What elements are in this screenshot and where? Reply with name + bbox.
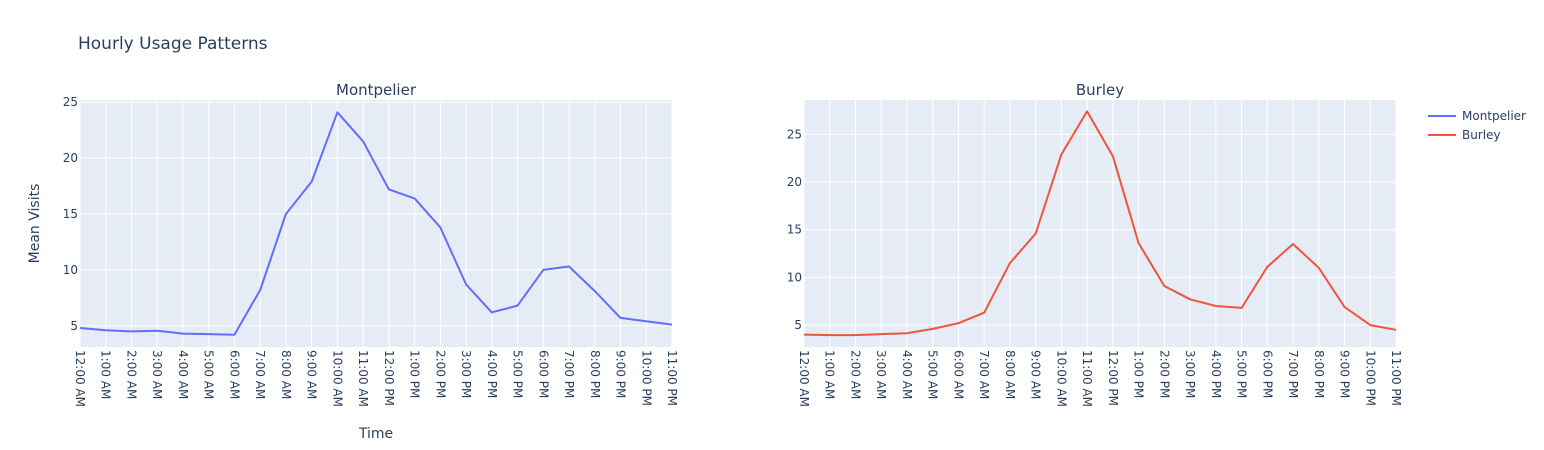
chart-burley-y-tick-10: 10 — [787, 270, 802, 284]
chart-burley-x-tick-2-00-am: 2:00 AM — [848, 350, 862, 399]
chart-montpelier-x-tick-11-00-pm: 11:00 PM — [665, 350, 679, 406]
chart-montpelier-x-tick-4-00-am: 4:00 AM — [176, 350, 190, 399]
legend-label-burley: Burley — [1462, 127, 1501, 142]
chart-burley-x-tick-10-00-am: 10:00 AM — [1054, 350, 1068, 407]
chart-montpelier-x-tick-5-00-pm: 5:00 PM — [511, 350, 525, 398]
chart-montpelier-x-tick-9-00-am: 9:00 AM — [305, 350, 319, 399]
chart-burley-x-tick-8-00-pm: 8:00 PM — [1312, 350, 1326, 398]
chart-montpelier-x-tick-6-00-am: 6:00 AM — [227, 350, 241, 399]
chart-montpelier-x-tick-2-00-pm: 2:00 PM — [433, 350, 447, 398]
legend: Montpelier Burley — [1428, 106, 1526, 144]
chart-burley-x-tick-9-00-pm: 9:00 PM — [1338, 350, 1352, 398]
chart-burley-x-tick-5-00-am: 5:00 AM — [926, 350, 940, 399]
chart-montpelier-y-tick-20: 20 — [63, 151, 78, 165]
chart-montpelier-x-tick-1-00-am: 1:00 AM — [99, 350, 113, 399]
chart-burley-y-tick-25: 25 — [787, 127, 802, 141]
chart-burley-x-tick-10-00-pm: 10:00 PM — [1363, 350, 1377, 406]
chart-burley-x-tick-1-00-pm: 1:00 PM — [1132, 350, 1146, 398]
chart-burley-x-tick-8-00-am: 8:00 AM — [1003, 350, 1017, 399]
chart-burley-x-tick-12-00-am: 12:00 AM — [797, 350, 811, 407]
chart-montpelier-x-tick-6-00-pm: 6:00 PM — [536, 350, 550, 398]
chart-burley-x-tick-7-00-am: 7:00 AM — [977, 350, 991, 399]
chart-burley-plot-area — [804, 100, 1396, 347]
chart-montpelier-x-tick-7-00-am: 7:00 AM — [253, 350, 267, 399]
page-title: Hourly Usage Patterns — [78, 34, 268, 54]
chart-montpelier-plot-area — [80, 100, 672, 347]
chart-montpelier-y-tick-10: 10 — [63, 263, 78, 277]
chart-montpelier-x-tick-7-00-pm: 7:00 PM — [562, 350, 576, 398]
chart-burley-series-line-burley — [803, 110, 1397, 337]
chart-burley-y-tick-20: 20 — [787, 175, 802, 189]
chart-montpelier-x-tick-1-00-pm: 1:00 PM — [408, 350, 422, 398]
chart-montpelier-x-tick-8-00-am: 8:00 AM — [279, 350, 293, 399]
chart-montpelier-x-tick-10-00-am: 10:00 AM — [330, 350, 344, 407]
chart-montpelier-x-tick-4-00-pm: 4:00 PM — [485, 350, 499, 398]
chart-burley-y-tick-15: 15 — [787, 223, 802, 237]
chart-burley-x-tick-7-00-pm: 7:00 PM — [1286, 350, 1300, 398]
chart-burley-x-tick-3-00-pm: 3:00 PM — [1183, 350, 1197, 398]
chart-montpelier-y-tick-15: 15 — [63, 207, 78, 221]
chart-montpelier-x-axis-title: Time — [358, 426, 393, 442]
chart-burley-x-tick-5-00-pm: 5:00 PM — [1235, 350, 1249, 398]
chart-burley-x-tick-11-00-am: 11:00 AM — [1080, 350, 1094, 407]
chart-burley-x-tick-12-00-pm: 12:00 PM — [1106, 350, 1120, 406]
chart-burley-x-tick-9-00-am: 9:00 AM — [1029, 350, 1043, 399]
chart-montpelier-y-tick-5: 5 — [70, 319, 78, 333]
chart-montpelier-x-tick-8-00-pm: 8:00 PM — [588, 350, 602, 398]
chart-montpelier-x-tick-3-00-pm: 3:00 PM — [459, 350, 473, 398]
legend-label-montpelier: Montpelier — [1462, 108, 1526, 123]
chart-burley-x-tick-3-00-am: 3:00 AM — [874, 350, 888, 399]
chart-burley-x-tick-1-00-am: 1:00 AM — [823, 350, 837, 399]
chart-montpelier-x-tick-12-00-pm: 12:00 PM — [382, 350, 396, 406]
chart-montpelier-y-tick-25: 25 — [63, 95, 78, 109]
chart-burley-x-tick-4-00-am: 4:00 AM — [900, 350, 914, 399]
chart-burley-x-tick-6-00-am: 6:00 AM — [951, 350, 965, 399]
chart-burley-x-tick-6-00-pm: 6:00 PM — [1260, 350, 1274, 398]
chart-montpelier-title: Montpelier — [336, 81, 417, 99]
chart-burley-x-tick-2-00-pm: 2:00 PM — [1157, 350, 1171, 398]
chart-montpelier-x-tick-12-00-am: 12:00 AM — [73, 350, 87, 407]
legend-swatch-montpelier — [1428, 114, 1456, 117]
chart-burley-x-tick-11-00-pm: 11:00 PM — [1389, 350, 1403, 406]
chart-montpelier-x-tick-3-00-am: 3:00 AM — [150, 350, 164, 399]
chart-montpelier-x-tick-11-00-am: 11:00 AM — [356, 350, 370, 407]
chart-montpelier-y-axis-title: Mean Visits — [27, 184, 43, 264]
chart-burley-y-tick-5: 5 — [794, 318, 802, 332]
chart-montpelier-series-line-montpelier — [79, 111, 673, 336]
legend-item-burley[interactable]: Burley — [1428, 125, 1526, 144]
legend-item-montpelier[interactable]: Montpelier — [1428, 106, 1526, 125]
chart-montpelier-x-tick-5-00-am: 5:00 AM — [202, 350, 216, 399]
chart-burley-x-tick-4-00-pm: 4:00 PM — [1209, 350, 1223, 398]
chart-montpelier-x-tick-9-00-pm: 9:00 PM — [614, 350, 628, 398]
chart-montpelier-x-tick-10-00-pm: 10:00 PM — [639, 350, 653, 406]
chart-montpelier-x-tick-2-00-am: 2:00 AM — [124, 350, 138, 399]
chart-burley-title: Burley — [1076, 81, 1124, 99]
legend-swatch-burley — [1428, 133, 1456, 136]
